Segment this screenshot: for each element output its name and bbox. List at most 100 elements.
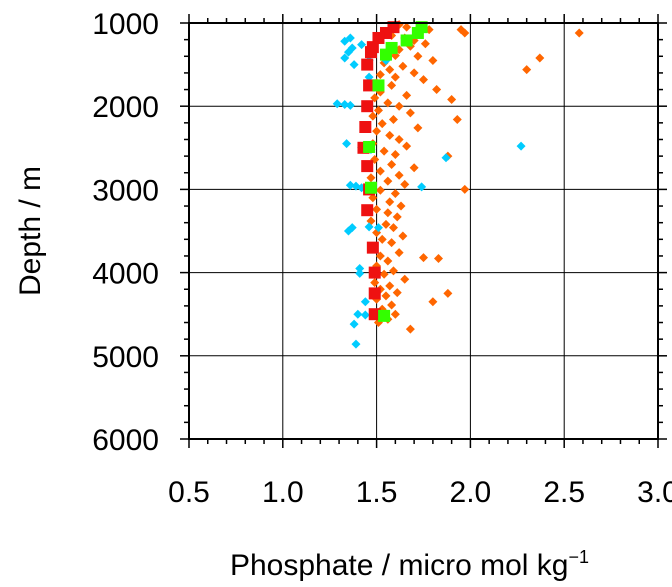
- data-point-diamond: [372, 204, 382, 214]
- data-point-diamond: [409, 68, 419, 78]
- data-point-square: [368, 308, 381, 321]
- data-point-square: [361, 160, 374, 173]
- data-point-diamond: [419, 75, 428, 85]
- data-point-diamond: [343, 47, 353, 57]
- data-point-diamond: [405, 108, 415, 118]
- data-point-square: [361, 100, 374, 113]
- data-point-diamond: [432, 85, 442, 95]
- data-point-diamond: [387, 159, 397, 169]
- data-point-diamond: [340, 53, 350, 63]
- data-point-square: [368, 266, 381, 279]
- data-point-diamond: [370, 93, 380, 103]
- data-point-diamond: [434, 253, 444, 263]
- data-point-diamond: [535, 53, 545, 63]
- data-point-diamond: [379, 269, 389, 279]
- data-point-square: [361, 204, 374, 217]
- data-point-square: [372, 79, 385, 92]
- data-point-diamond: [460, 28, 470, 38]
- x-tick-label: 1.0: [262, 476, 304, 509]
- x-tick-label: 2.5: [543, 476, 585, 509]
- data-point-diamond: [417, 182, 427, 192]
- data-point-diamond: [516, 141, 526, 151]
- data-point-diamond: [385, 65, 395, 75]
- data-point-square: [368, 287, 381, 300]
- data-point-diamond: [375, 251, 385, 261]
- data-point-diamond: [392, 288, 402, 298]
- data-point-diamond: [388, 266, 398, 276]
- x-axis-title-superscript: −1: [568, 547, 589, 567]
- data-point-diamond: [394, 134, 404, 144]
- data-point-diamond: [398, 61, 408, 71]
- data-point-diamond: [345, 180, 355, 190]
- data-point-diamond: [394, 101, 404, 111]
- data-point-diamond: [390, 72, 400, 82]
- data-point-diamond: [342, 139, 352, 149]
- data-point-square: [411, 26, 424, 39]
- data-point-diamond: [441, 153, 451, 163]
- data-point-square: [359, 121, 372, 133]
- y-tick-label: 1000: [92, 8, 159, 41]
- data-point-diamond: [381, 219, 391, 229]
- data-point-diamond: [366, 173, 376, 183]
- x-axis-title: Phosphate / micro mol kg−1: [230, 547, 589, 582]
- data-point-diamond: [390, 309, 400, 319]
- data-point-diamond: [396, 201, 406, 211]
- data-point-diamond: [375, 185, 385, 195]
- data-point-diamond: [375, 166, 385, 176]
- data-point-diamond: [353, 309, 363, 319]
- data-point-diamond: [390, 149, 400, 159]
- data-point-diamond: [340, 36, 350, 46]
- y-tick-label: 2000: [92, 91, 159, 124]
- data-point-diamond: [387, 300, 397, 310]
- data-point-square: [378, 309, 391, 322]
- data-point-diamond: [332, 99, 342, 109]
- data-point-diamond: [387, 238, 397, 248]
- data-point-diamond: [388, 115, 398, 125]
- data-point-diamond: [385, 281, 395, 291]
- data-point-diamond: [428, 297, 438, 307]
- x-axis-title-text: Phosphate / micro mol kg: [230, 549, 568, 582]
- data-point-square: [366, 241, 379, 254]
- data-point-square: [364, 181, 377, 194]
- data-point-diamond: [392, 212, 402, 222]
- data-point-diamond: [413, 51, 423, 61]
- data-point-diamond: [379, 146, 389, 156]
- y-tick-label: 6000: [92, 424, 159, 457]
- data-point-diamond: [447, 95, 457, 105]
- data-point-diamond: [372, 126, 382, 136]
- data-point-diamond: [452, 115, 462, 125]
- data-point-diamond: [343, 226, 353, 236]
- data-point-diamond: [385, 130, 395, 140]
- data-point-diamond: [375, 70, 385, 80]
- data-point-diamond: [368, 193, 378, 203]
- data-point-diamond: [405, 324, 415, 334]
- data-point-diamond: [394, 170, 404, 180]
- data-points: [332, 20, 584, 349]
- x-tick-label: 0.5: [168, 476, 210, 509]
- data-point-diamond: [377, 234, 387, 244]
- data-point-diamond: [388, 223, 398, 233]
- data-point-square: [379, 48, 392, 61]
- tick-labels: 0.5 1.0 1.5 2.0 2.5 3.0 1000 2000 3000 4000 5000 60…: [92, 8, 672, 509]
- data-point-diamond: [409, 163, 419, 173]
- y-axis-title: Depth / m: [14, 166, 47, 296]
- data-point-diamond: [394, 248, 404, 258]
- data-point-diamond: [360, 310, 370, 320]
- data-point-diamond: [368, 111, 378, 121]
- data-point-diamond: [373, 105, 383, 115]
- data-point-diamond: [349, 319, 359, 329]
- data-point-diamond: [385, 197, 395, 207]
- data-point-diamond: [428, 55, 438, 65]
- data-point-square: [363, 140, 376, 153]
- data-point-diamond: [400, 274, 410, 284]
- data-point-diamond: [420, 39, 430, 49]
- x-tick-label: 2.0: [450, 476, 492, 509]
- data-point-square: [364, 46, 377, 59]
- y-tick-label: 5000: [92, 341, 159, 374]
- data-point-diamond: [381, 291, 391, 301]
- data-point-diamond: [387, 80, 397, 90]
- axis-ticks: [180, 14, 667, 448]
- data-point-diamond: [364, 222, 374, 232]
